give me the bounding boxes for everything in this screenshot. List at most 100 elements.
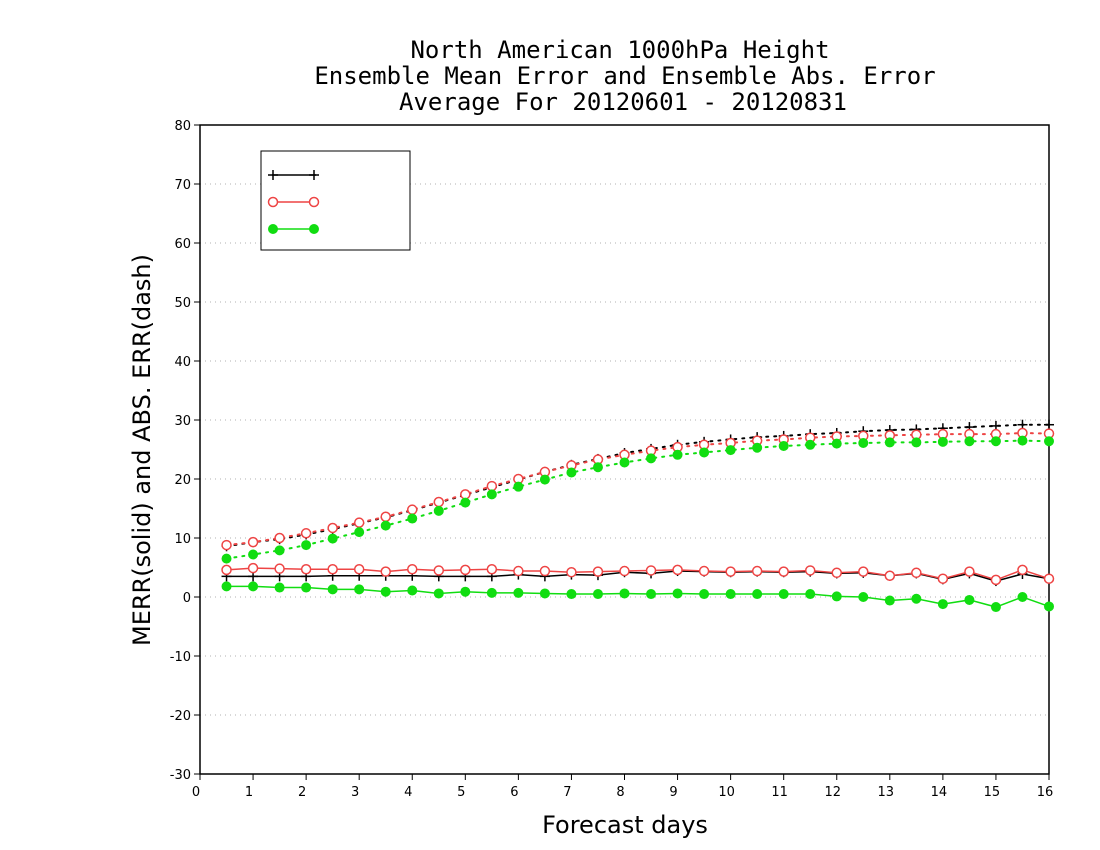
x-tick-label: 8 bbox=[616, 785, 624, 800]
data-point-open-circle bbox=[407, 564, 418, 575]
data-point-filled-circle bbox=[990, 436, 1001, 447]
data-point-filled-circle bbox=[513, 481, 524, 492]
data-point-filled-circle bbox=[248, 549, 259, 560]
legend bbox=[260, 150, 411, 251]
data-point-open-circle bbox=[990, 574, 1002, 586]
data-point-filled-circle bbox=[964, 436, 975, 447]
data-point-open-circle bbox=[247, 562, 259, 574]
data-point-filled-circle bbox=[592, 589, 603, 600]
data-point-open-circle bbox=[831, 567, 842, 579]
data-point-filled-circle bbox=[486, 587, 497, 598]
series-line-merr bbox=[226, 570, 1050, 582]
data-point-filled-circle bbox=[433, 505, 444, 516]
data-point-open-circle bbox=[486, 480, 498, 492]
data-point-open-circle bbox=[274, 563, 285, 574]
data-point-open-circle bbox=[460, 564, 471, 576]
data-point-filled-circle bbox=[884, 437, 895, 448]
data-point-filled-circle bbox=[407, 585, 418, 596]
data-point-open-circle bbox=[221, 539, 232, 551]
plot-series bbox=[221, 419, 1055, 613]
data-point-filled-circle bbox=[486, 489, 497, 500]
data-point-open-circle bbox=[308, 196, 320, 208]
x-axis-label: Forecast days bbox=[542, 811, 708, 839]
data-point-open-circle bbox=[1043, 573, 1055, 584]
x-tick-label: 14 bbox=[931, 785, 948, 800]
data-point-filled-circle bbox=[884, 595, 895, 606]
data-point-open-circle bbox=[539, 565, 551, 577]
data-point-open-circle bbox=[619, 565, 630, 577]
data-point-filled-circle bbox=[301, 540, 312, 551]
data-point-filled-circle bbox=[592, 462, 603, 473]
data-point-plus bbox=[1044, 419, 1054, 430]
series-line-abs-err bbox=[225, 431, 1050, 547]
data-point-filled-circle bbox=[539, 474, 550, 485]
data-point-open-circle bbox=[247, 536, 259, 548]
data-point-plus bbox=[309, 170, 319, 180]
data-point-open-circle bbox=[566, 566, 577, 578]
data-point-open-circle bbox=[884, 570, 896, 582]
data-point-open-circle bbox=[911, 567, 922, 579]
data-point-open-circle bbox=[804, 565, 816, 576]
x-tick-label: 12 bbox=[824, 785, 841, 800]
x-tick-label: 0 bbox=[192, 785, 200, 800]
plot-frame bbox=[199, 124, 1050, 775]
data-point-filled-circle bbox=[778, 589, 789, 600]
x-tick-label: 10 bbox=[718, 785, 735, 800]
data-point-filled-circle bbox=[778, 440, 789, 451]
data-point-open-circle bbox=[433, 496, 445, 508]
y-tick-label: 30 bbox=[174, 414, 191, 429]
data-point-open-circle bbox=[353, 564, 365, 575]
y-tick-label: 10 bbox=[174, 532, 191, 547]
data-point-filled-circle bbox=[221, 581, 232, 592]
data-point-filled-circle bbox=[268, 224, 278, 234]
chart-title-line-2: Ensemble Mean Error and Ensemble Abs. Er… bbox=[314, 62, 935, 90]
data-point-filled-circle bbox=[937, 599, 948, 610]
data-point-filled-circle bbox=[309, 224, 319, 234]
y-tick-label: 80 bbox=[174, 119, 191, 134]
data-point-filled-circle bbox=[911, 593, 922, 604]
data-point-open-circle bbox=[778, 566, 789, 577]
data-point-open-circle bbox=[380, 566, 391, 577]
data-point-open-circle bbox=[725, 566, 736, 577]
data-point-open-circle bbox=[751, 565, 763, 577]
data-point-filled-circle bbox=[752, 442, 763, 453]
series-2 bbox=[221, 435, 1054, 613]
chart-title-block: North American 1000hPa Height Ensemble M… bbox=[314, 36, 935, 116]
data-point-open-circle bbox=[221, 564, 232, 576]
x-tick-label: 15 bbox=[984, 785, 1001, 800]
data-point-filled-circle bbox=[539, 588, 550, 599]
data-point-filled-circle bbox=[1017, 435, 1028, 446]
x-tick-label: 6 bbox=[510, 785, 518, 800]
data-point-filled-circle bbox=[380, 586, 391, 597]
data-point-filled-circle bbox=[513, 587, 524, 598]
data-point-filled-circle bbox=[937, 436, 948, 447]
x-tick-label: 5 bbox=[457, 785, 465, 800]
y-tick-label: 40 bbox=[174, 355, 191, 370]
data-point-open-circle bbox=[380, 511, 391, 523]
x-tick-label: 4 bbox=[404, 785, 412, 800]
y-tick-label: -20 bbox=[170, 709, 191, 724]
y-axis-label: MERR(solid) and ABS. ERR(dash) bbox=[128, 254, 156, 646]
data-point-open-circle bbox=[672, 564, 683, 576]
data-point-filled-circle bbox=[301, 582, 312, 593]
y-tick-label: 50 bbox=[174, 296, 191, 311]
y-tick-label: -10 bbox=[170, 650, 191, 665]
data-point-filled-circle bbox=[460, 586, 471, 597]
data-point-open-circle bbox=[327, 564, 338, 575]
y-tick-label: 0 bbox=[183, 591, 191, 606]
y-tick-label: 20 bbox=[174, 473, 191, 488]
x-tick-label: 2 bbox=[298, 785, 306, 800]
y-tick-label: -30 bbox=[170, 768, 191, 783]
data-point-filled-circle bbox=[646, 453, 657, 464]
data-point-open-circle bbox=[267, 196, 279, 208]
data-point-filled-circle bbox=[672, 449, 683, 460]
data-point-filled-circle bbox=[619, 588, 630, 599]
x-tick-label: 16 bbox=[1037, 785, 1054, 800]
data-point-open-circle bbox=[486, 564, 498, 575]
y-tick-label: 60 bbox=[174, 237, 191, 252]
data-point-filled-circle bbox=[248, 581, 259, 592]
data-point-filled-circle bbox=[327, 584, 338, 595]
x-tick-label: 1 bbox=[245, 785, 253, 800]
data-point-filled-circle bbox=[274, 545, 285, 556]
